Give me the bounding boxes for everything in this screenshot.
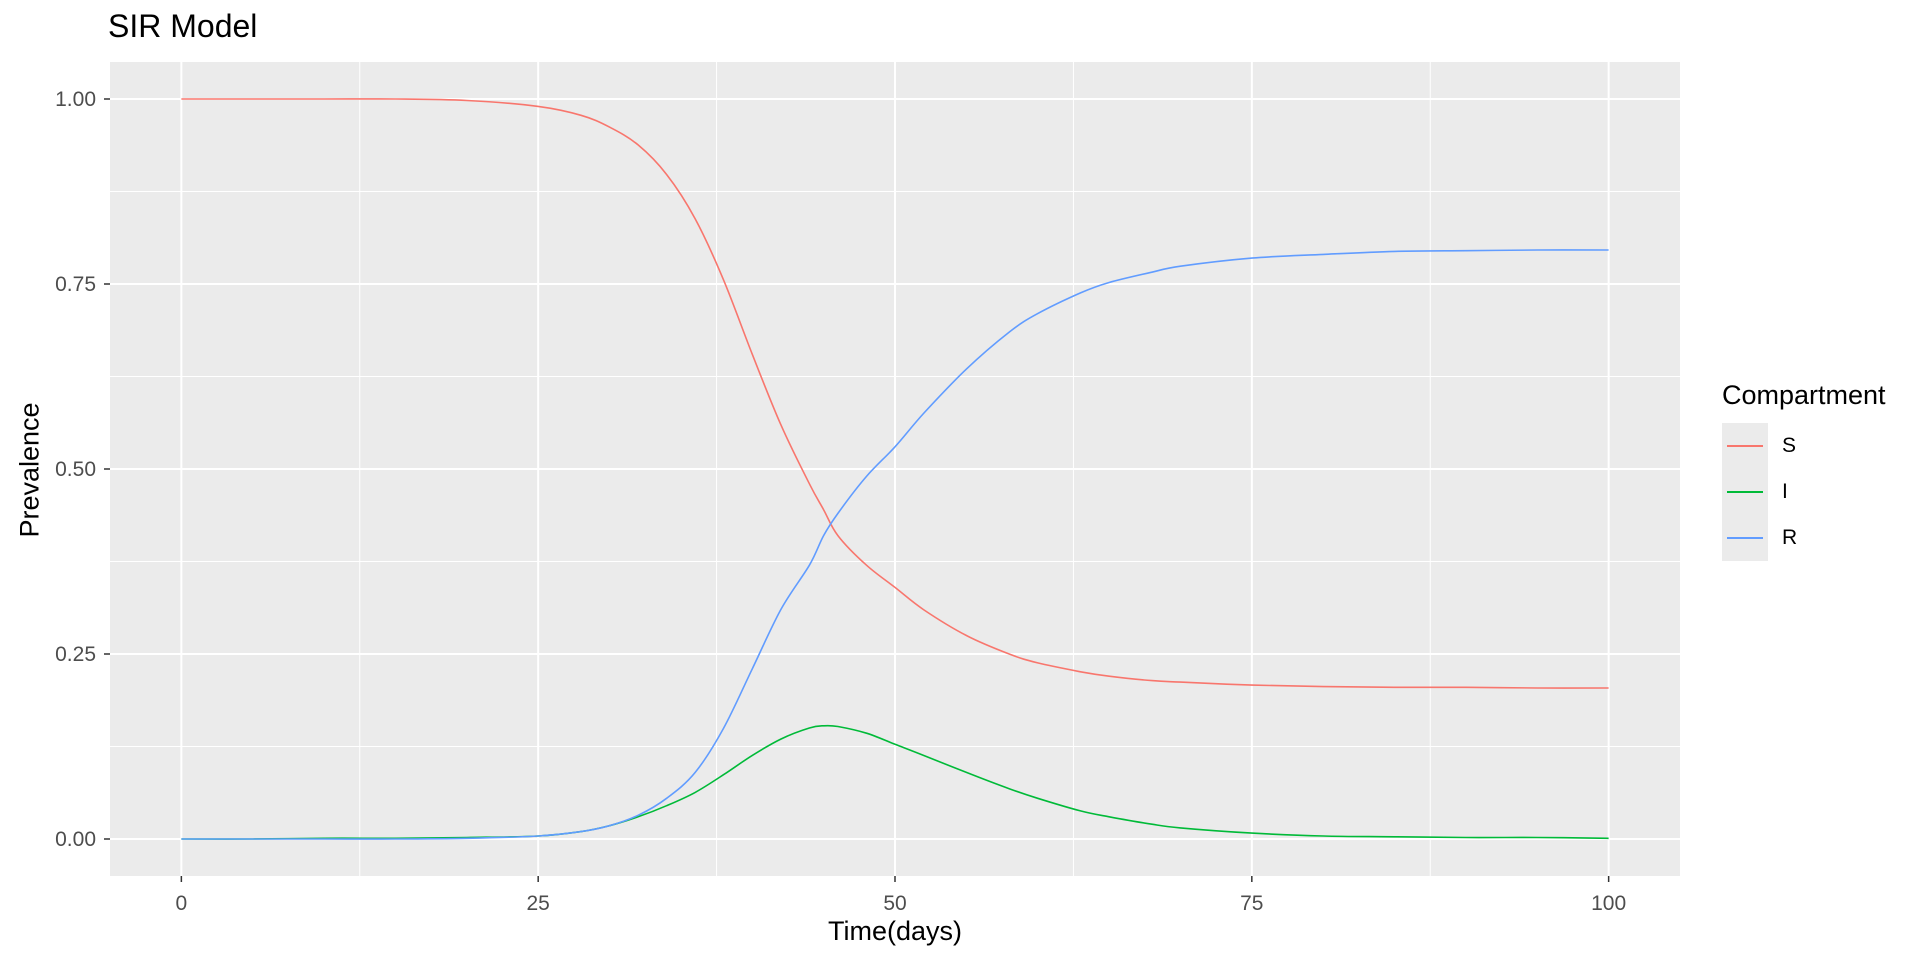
y-tick-label: 0.75	[55, 273, 96, 296]
y-tick-label: 0.50	[55, 458, 96, 481]
y-tick-label: 0.25	[55, 643, 96, 666]
legend-item-s: S	[1722, 423, 1886, 469]
legend-item-i: I	[1722, 469, 1886, 515]
legend-key-r	[1722, 515, 1768, 561]
series-lines	[181, 98, 1609, 840]
legend-title: Compartment	[1722, 380, 1886, 410]
x-tick-label: 0	[176, 892, 188, 915]
y-tick-label: 0.00	[55, 828, 96, 851]
legend-label-s: S	[1782, 434, 1797, 457]
legend-keys: S I R	[1722, 423, 1886, 561]
series-line-r	[181, 249, 1609, 840]
chart-title: SIR Model	[108, 8, 258, 44]
x-tick-label: 50	[883, 892, 906, 915]
series-line-s	[181, 98, 1609, 689]
legend-key-i	[1722, 469, 1768, 515]
x-axis-title: Time(days)	[827, 916, 962, 946]
x-axis-ticks: 0 25 50 75 100	[176, 876, 1626, 915]
x-tick-label: 25	[527, 892, 550, 915]
y-tick-label: 1.00	[55, 88, 96, 111]
legend-label-r: R	[1782, 526, 1798, 549]
y-axis-title: Prevalence	[14, 402, 45, 538]
legend-label-i: I	[1782, 480, 1788, 503]
legend: Compartment S I R	[1722, 380, 1886, 561]
x-tick-label: 75	[1240, 892, 1263, 915]
legend-item-r: R	[1722, 515, 1886, 561]
legend-key-s	[1722, 423, 1768, 469]
x-tick-label: 100	[1591, 892, 1626, 915]
y-axis-ticks: 0.00 0.25 0.50 0.75 1.00	[55, 88, 110, 851]
